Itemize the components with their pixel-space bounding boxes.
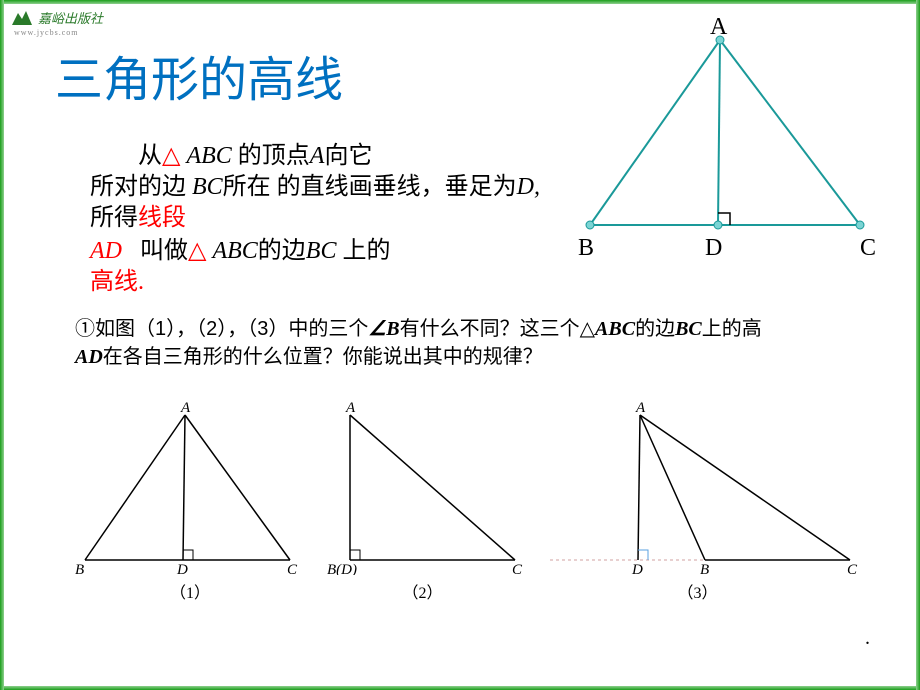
figure-3-caption: （3） (530, 579, 865, 603)
figure-2-svg: A B(D) C (315, 400, 530, 575)
svg-text:A: A (180, 400, 191, 416)
segment-word: 线段 (138, 205, 186, 231)
label-C: C (860, 235, 876, 262)
figure-2-caption: （2） (315, 579, 530, 603)
mountain-icon (10, 9, 34, 27)
figure-1: A B C D （1） (65, 400, 315, 630)
triangle-symbol-2: △ (188, 237, 206, 264)
segment-AD: AD (90, 238, 122, 264)
figure-3: A B C D （3） (530, 400, 865, 630)
page-title: 三角形的高线 (55, 40, 343, 110)
triangle-symbol: △ (162, 142, 180, 169)
svg-text:D: D (176, 562, 188, 575)
svg-text:B: B (75, 562, 84, 575)
figure-3-svg: A B C D (530, 400, 865, 575)
svg-text:A: A (345, 400, 356, 416)
question-text: ①如图（1），（2），（3）中的三个∠B有什么不同？这三个△ABC的边BC上的高… (75, 315, 865, 371)
publisher-name: 嘉峪出版社 (38, 8, 103, 27)
label-B: B (578, 235, 594, 262)
trailing-period: . (865, 627, 870, 650)
publisher-url: www.jycbs.com (14, 28, 78, 37)
publisher-logo: 嘉峪出版社 (10, 8, 103, 27)
figure-1-caption: （1） (65, 579, 315, 603)
svg-text:A: A (635, 400, 646, 416)
svg-text:D: D (631, 562, 643, 575)
figure-2: A B(D) C （2） (315, 400, 530, 630)
svg-text:B: B (700, 562, 709, 575)
svg-text:C: C (512, 562, 523, 575)
svg-text:C: C (847, 562, 858, 575)
main-triangle-diagram: A B C D (540, 20, 890, 280)
svg-text:C: C (287, 562, 298, 575)
label-D: D (705, 235, 722, 262)
svg-text:B(D): B(D) (327, 562, 357, 575)
altitude-word: 高线. (90, 269, 144, 295)
label-A: A (710, 14, 727, 41)
three-figures-row: A B C D （1） A B(D) C （2） (65, 400, 865, 630)
figure-1-svg: A B C D (65, 400, 315, 575)
definition-text: 从△ ABC 的顶点A向它 所对的边 BC所在 的直线画垂线，垂足为D,所得线段… (90, 140, 550, 298)
